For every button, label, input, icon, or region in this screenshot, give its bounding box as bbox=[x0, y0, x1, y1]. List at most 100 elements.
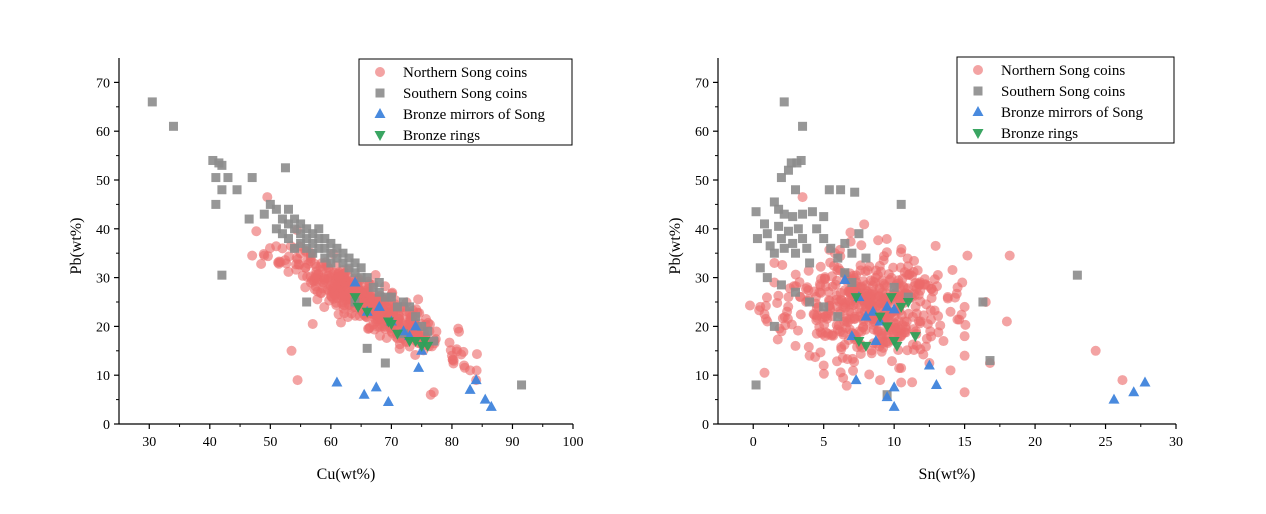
data-point bbox=[380, 358, 390, 368]
data-point bbox=[798, 234, 808, 244]
data-point bbox=[308, 229, 318, 239]
data-point bbox=[850, 293, 862, 304]
data-point bbox=[485, 400, 497, 411]
y-tick-label: 70 bbox=[695, 76, 709, 91]
data-point bbox=[1072, 270, 1082, 280]
data-point bbox=[777, 260, 788, 271]
y-tick-label: 0 bbox=[702, 418, 709, 433]
data-point bbox=[296, 229, 306, 239]
data-point bbox=[819, 302, 829, 312]
data-point bbox=[247, 250, 258, 261]
legend-label: Bronze mirrors of Song bbox=[1001, 105, 1144, 121]
y-tick-label: 60 bbox=[695, 125, 709, 140]
legend-label: Southern Song coins bbox=[1001, 84, 1125, 100]
data-point bbox=[853, 337, 865, 348]
data-point bbox=[841, 380, 852, 391]
y-tick-label: 70 bbox=[96, 76, 110, 91]
data-point bbox=[762, 273, 772, 283]
data-point bbox=[1004, 250, 1015, 261]
data-point bbox=[319, 274, 330, 285]
data-point bbox=[782, 313, 793, 324]
data-point bbox=[315, 261, 326, 272]
data-point bbox=[420, 314, 431, 325]
data-point bbox=[344, 253, 354, 263]
data-point bbox=[795, 309, 806, 320]
data-point bbox=[910, 301, 921, 312]
data-point bbox=[405, 302, 415, 312]
data-point bbox=[942, 292, 953, 303]
data-point bbox=[903, 292, 913, 302]
data-point bbox=[326, 248, 336, 258]
x-tick-label: 15 bbox=[958, 435, 972, 450]
data-point bbox=[471, 349, 482, 360]
data-point bbox=[818, 368, 829, 379]
data-point bbox=[277, 214, 287, 224]
data-point bbox=[959, 350, 970, 361]
data-point bbox=[411, 312, 421, 322]
data-point bbox=[776, 280, 786, 290]
data-point bbox=[774, 221, 784, 231]
data-point bbox=[413, 361, 425, 372]
data-point bbox=[290, 243, 300, 253]
y-axis-title: Pb(wt%) bbox=[667, 218, 684, 275]
data-point bbox=[428, 387, 439, 398]
data-point bbox=[247, 173, 257, 183]
data-point bbox=[815, 327, 826, 338]
data-point bbox=[755, 263, 765, 273]
data-point bbox=[350, 268, 360, 278]
data-point bbox=[410, 337, 422, 348]
data-point bbox=[949, 292, 960, 303]
legend-label: Northern Song coins bbox=[403, 65, 527, 81]
plot-area bbox=[744, 97, 1151, 411]
data-point bbox=[805, 297, 815, 307]
legend-marker bbox=[972, 106, 984, 116]
data-point bbox=[302, 224, 312, 234]
data-point bbox=[776, 326, 787, 337]
x-tick-label: 20 bbox=[1028, 435, 1042, 450]
data-point bbox=[838, 372, 849, 383]
data-point bbox=[788, 238, 798, 248]
data-point bbox=[798, 209, 808, 219]
data-point bbox=[1139, 376, 1151, 387]
data-point bbox=[783, 292, 794, 303]
data-point bbox=[925, 305, 936, 316]
x-tick-label: 90 bbox=[505, 435, 519, 450]
y-tick-label: 20 bbox=[695, 320, 709, 335]
data-point bbox=[290, 224, 300, 234]
x-axis-title: Sn(wt%) bbox=[919, 466, 976, 483]
y-tick-label: 0 bbox=[103, 418, 110, 433]
data-point bbox=[310, 269, 321, 280]
data-point bbox=[332, 253, 342, 263]
data-point bbox=[881, 234, 892, 245]
data-point bbox=[262, 192, 273, 203]
series-triangle-down bbox=[850, 293, 921, 352]
data-point bbox=[959, 301, 970, 312]
y-tick-label: 50 bbox=[695, 174, 709, 189]
data-point bbox=[342, 312, 353, 323]
data-point bbox=[903, 308, 914, 319]
x-tick-label: 30 bbox=[1169, 435, 1183, 450]
data-point bbox=[850, 374, 862, 385]
data-point bbox=[349, 276, 361, 287]
data-point bbox=[296, 238, 306, 248]
data-point bbox=[815, 347, 826, 358]
legend-label: Bronze rings bbox=[403, 128, 480, 144]
data-point bbox=[752, 234, 762, 244]
data-point bbox=[786, 158, 796, 168]
data-point bbox=[922, 319, 933, 330]
data-point bbox=[358, 388, 370, 399]
data-point bbox=[464, 383, 476, 394]
data-point bbox=[847, 277, 857, 287]
data-point bbox=[271, 224, 281, 234]
data-point bbox=[874, 291, 885, 302]
data-point bbox=[836, 342, 847, 353]
data-point bbox=[911, 283, 922, 294]
data-point bbox=[280, 163, 290, 173]
data-point bbox=[374, 277, 384, 287]
data-point bbox=[338, 248, 348, 258]
data-point bbox=[793, 224, 803, 234]
y-tick-label: 40 bbox=[96, 223, 110, 238]
data-point bbox=[370, 270, 381, 281]
data-point bbox=[308, 248, 318, 258]
data-point bbox=[779, 209, 789, 219]
